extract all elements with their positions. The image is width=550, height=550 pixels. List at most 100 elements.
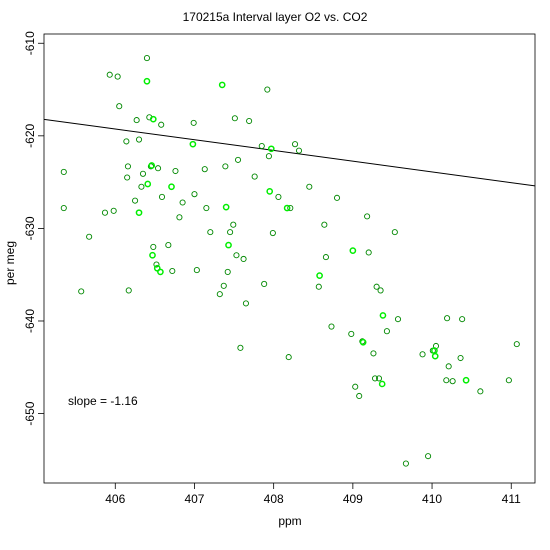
data-point	[477, 388, 484, 395]
data-point	[110, 207, 117, 214]
data-point	[158, 121, 165, 128]
data-point	[431, 347, 438, 354]
data-point	[222, 163, 229, 170]
data-point	[269, 229, 276, 237]
x-tick-label: 411	[502, 492, 521, 506]
x-tick-label: 407	[184, 492, 204, 506]
data-point	[391, 229, 398, 236]
data-point	[78, 288, 85, 295]
x-tick-label: 408	[264, 492, 284, 506]
data-point	[231, 115, 238, 122]
data-point	[364, 213, 371, 220]
data-point	[207, 229, 214, 236]
x-tick-label: 410	[422, 492, 442, 506]
data-point	[513, 341, 520, 348]
data-point	[203, 204, 210, 212]
data-point	[124, 163, 131, 170]
data-point	[356, 392, 363, 400]
data-point	[220, 282, 227, 289]
data-point	[333, 194, 341, 201]
data-point	[394, 316, 402, 323]
data-point	[225, 241, 232, 249]
y-tick-label: -650	[23, 401, 37, 425]
data-point	[449, 378, 456, 385]
y-axis: -650 -640 -630 -620 -610	[23, 31, 44, 426]
data-point	[287, 204, 294, 212]
data-point	[315, 283, 322, 290]
data-point	[251, 173, 258, 180]
data-point	[233, 252, 240, 259]
data-point	[190, 119, 197, 126]
data-point	[201, 166, 208, 173]
data-point	[457, 354, 464, 362]
data-point	[377, 287, 384, 294]
data-point	[444, 315, 451, 322]
data-point	[316, 272, 323, 279]
y-tick-label: -640	[23, 309, 37, 333]
data-point	[148, 162, 156, 169]
data-point	[165, 242, 172, 249]
data-point	[60, 168, 67, 175]
data-point	[176, 214, 183, 221]
data-point	[275, 193, 282, 200]
data-point	[135, 136, 143, 143]
points-layer	[60, 55, 520, 467]
data-point	[86, 233, 93, 240]
data-point	[193, 267, 200, 274]
data-point	[365, 249, 372, 256]
chart-title: 170215a Interval layer O2 vs. CO2	[183, 10, 368, 24]
data-point	[218, 81, 226, 89]
data-point	[169, 267, 176, 275]
data-point	[135, 209, 143, 217]
data-point	[370, 350, 377, 357]
data-point	[348, 330, 355, 338]
data-point	[132, 197, 139, 204]
y-axis-label: per meg	[3, 241, 17, 285]
data-point	[462, 376, 470, 384]
data-point	[419, 351, 426, 358]
x-tick-label: 409	[343, 492, 363, 506]
data-point	[371, 375, 379, 382]
fit-layer	[43, 118, 536, 187]
data-point	[349, 247, 357, 254]
data-point	[189, 140, 197, 148]
x-axis: 406 407 408 409 410 411	[105, 483, 521, 506]
data-point	[265, 153, 272, 160]
data-point	[149, 115, 157, 123]
data-point	[234, 156, 242, 163]
data-point	[459, 316, 466, 323]
data-point	[373, 283, 380, 290]
data-point	[261, 280, 268, 288]
plot-frame	[43, 33, 536, 484]
data-point	[158, 193, 166, 200]
data-point	[291, 141, 299, 148]
data-point	[402, 460, 409, 467]
data-point	[445, 363, 452, 370]
data-point	[375, 375, 383, 382]
data-point	[179, 199, 186, 206]
data-point	[321, 221, 328, 228]
data-point	[328, 323, 335, 330]
data-point	[266, 188, 274, 195]
data-point	[283, 204, 291, 212]
data-point	[246, 117, 253, 125]
data-point	[123, 138, 130, 145]
data-point	[168, 183, 175, 191]
data-point	[425, 453, 432, 460]
data-point	[106, 71, 113, 78]
data-point	[295, 147, 303, 154]
data-point	[116, 103, 123, 110]
data-point	[157, 268, 164, 276]
data-point	[139, 170, 147, 177]
data-point	[285, 354, 292, 361]
data-point	[138, 183, 145, 190]
data-point	[258, 142, 265, 150]
data-point	[60, 204, 67, 212]
data-point	[378, 380, 386, 388]
data-point	[240, 255, 247, 263]
slope-annotation: slope = -1.16	[68, 394, 138, 408]
data-point	[114, 73, 121, 80]
x-tick-label: 406	[105, 492, 125, 506]
